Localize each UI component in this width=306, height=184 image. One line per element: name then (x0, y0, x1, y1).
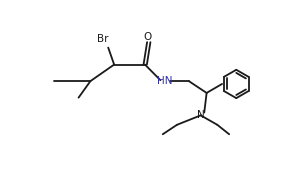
Text: O: O (144, 32, 152, 42)
Text: Br: Br (96, 34, 108, 44)
Text: N: N (197, 110, 205, 120)
Text: HN: HN (157, 76, 173, 86)
